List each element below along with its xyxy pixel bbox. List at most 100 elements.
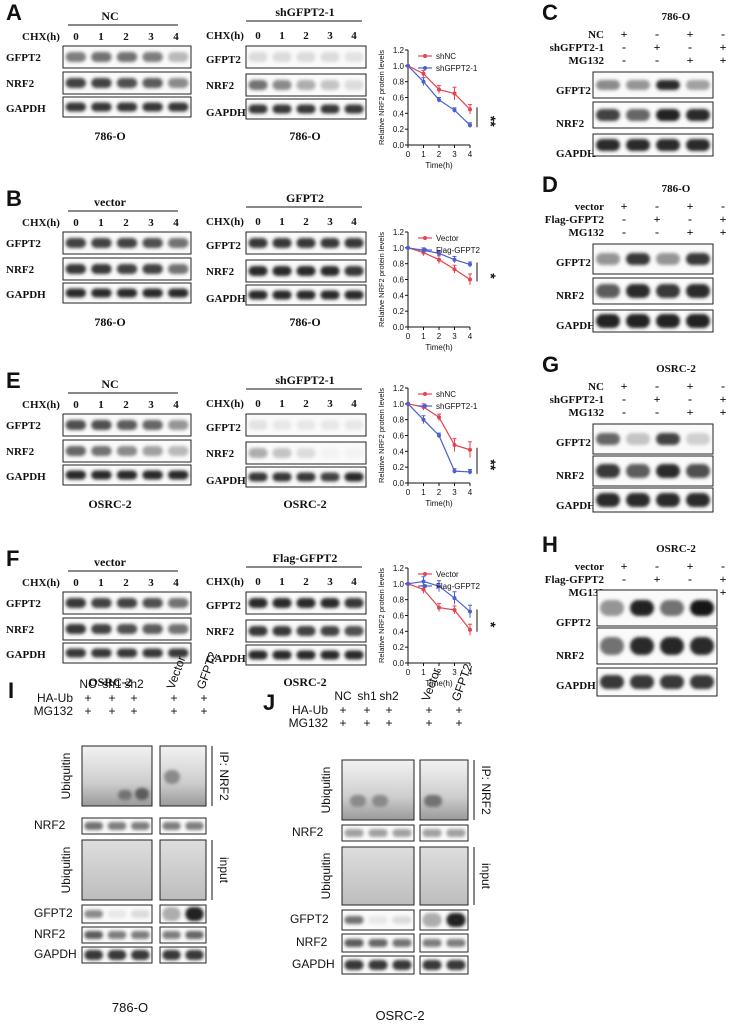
condition-label: MG132 <box>569 587 605 599</box>
blot-gfpt2 <box>686 80 710 90</box>
blot-gapdh <box>320 472 340 482</box>
group-label: vector <box>94 195 127 209</box>
data-point <box>468 107 472 112</box>
legend-label: shNC <box>436 390 456 399</box>
sign-label: - <box>655 225 659 239</box>
blot-gfpt2 <box>116 420 138 430</box>
column-label: NC <box>334 689 352 703</box>
sign-label: + <box>654 40 661 54</box>
blot-nrf2 <box>446 939 466 947</box>
time-label: 3 <box>148 217 154 229</box>
x-tick-label: 2 <box>437 488 442 497</box>
panel-letter: G <box>542 352 559 377</box>
blot-nrf2 <box>368 829 388 837</box>
sign-label: + <box>170 704 177 718</box>
blot-gapdh <box>600 675 624 689</box>
time-label: 3 <box>327 398 333 410</box>
sign-label: - <box>688 572 692 586</box>
sign-label: - <box>622 572 626 586</box>
y-tick-label: 1.2 <box>393 564 405 573</box>
legend-label: Vector <box>436 234 459 243</box>
blot-gfpt2 <box>116 598 138 608</box>
data-point <box>421 417 426 422</box>
blot-gfpt2 <box>656 253 680 265</box>
data-point <box>468 609 472 614</box>
blot-nrf2 <box>686 109 710 121</box>
sign-label: - <box>622 212 626 226</box>
data-point <box>452 108 457 113</box>
ub-smear-band <box>118 790 132 800</box>
cell-line-label: 786-O <box>94 315 125 329</box>
y-tick-label: 0.2 <box>393 307 405 316</box>
blot-gfpt2 <box>344 598 364 608</box>
chx-label: CHX(h) <box>22 31 60 43</box>
blot-nrf2 <box>142 78 163 88</box>
blot-gfpt2 <box>107 910 127 918</box>
y-tick-label: 0.0 <box>393 479 405 488</box>
row-label: GFPT2 <box>206 422 241 434</box>
chart-E: 0.0 0.2 0.4 0.6 0.8 1.0 1.2 0 1 2 3 4 Time(h) Relativ… <box>377 384 499 508</box>
blot-gapdh <box>272 472 292 482</box>
time-label: 3 <box>327 576 333 588</box>
row-label: NRF2 <box>556 118 585 130</box>
blot-nrf2 <box>167 446 189 456</box>
blot-gfpt2 <box>167 598 189 608</box>
blot-gapdh <box>690 675 714 689</box>
blot-gapdh <box>272 650 292 660</box>
blot-nrf2 <box>596 284 620 298</box>
condition-label: NC <box>588 381 604 393</box>
x-tick-label: 1 <box>421 150 426 159</box>
blot-nrf2 <box>626 464 650 478</box>
blot-nrf2 <box>422 939 442 947</box>
blot-nrf2 <box>656 284 680 298</box>
blot-nrf2 <box>185 822 204 830</box>
chx-label: CHX(h) <box>206 398 244 410</box>
data-point <box>468 447 472 452</box>
blot-gapdh <box>167 470 189 480</box>
blot-gapdh <box>656 314 680 328</box>
blot-nrf2 <box>344 80 364 90</box>
sign-label: + <box>200 704 207 718</box>
blot-gapdh <box>296 650 316 660</box>
x-tick-label: 3 <box>452 332 457 341</box>
sign-label: + <box>170 691 177 705</box>
row-label: NRF2 <box>206 448 235 460</box>
time-label: 1 <box>98 217 104 229</box>
cell-line-label: 786-O <box>662 11 691 23</box>
y-tick-label: 0.8 <box>393 416 405 425</box>
row-label: Ubiquitin <box>319 853 333 900</box>
blot-gfpt2 <box>344 916 364 924</box>
y-tick-label: 0.6 <box>393 94 405 103</box>
blot-nrf2 <box>320 626 340 636</box>
sign-label: + <box>720 405 727 419</box>
row-label: GAPDH <box>6 289 46 301</box>
significance-label: ** <box>483 116 499 127</box>
sign-label: + <box>654 212 661 226</box>
data-point <box>452 596 457 601</box>
panel-letter: F <box>6 546 19 571</box>
row-label: NRF2 <box>34 818 66 832</box>
blot-gfpt2 <box>162 907 181 921</box>
time-label: 2 <box>303 216 309 228</box>
legend-marker <box>423 66 427 70</box>
blot-gapdh <box>116 288 138 298</box>
cell-line-label: OSRC-2 <box>88 675 131 689</box>
blot-gapdh <box>656 139 680 151</box>
blot-nrf2 <box>320 448 340 458</box>
row-label: GAPDH <box>206 475 246 487</box>
x-tick-label: 0 <box>406 488 411 497</box>
sign-label: - <box>622 40 626 54</box>
sign-label: - <box>622 392 626 406</box>
blot-gapdh <box>65 102 87 112</box>
blot-nrf2 <box>116 78 138 88</box>
time-label: 4 <box>173 217 179 229</box>
blot-gfpt2 <box>248 238 268 248</box>
blot-nrf2 <box>272 626 292 636</box>
panel-letter: A <box>6 0 22 25</box>
blot-nrf2 <box>296 448 316 458</box>
time-label: 0 <box>255 398 261 410</box>
y-axis-label: Relative NRF2 protein levels <box>377 50 386 145</box>
time-label: 1 <box>98 31 104 43</box>
sign-label: + <box>455 703 462 717</box>
blot-gfpt2 <box>185 907 204 921</box>
